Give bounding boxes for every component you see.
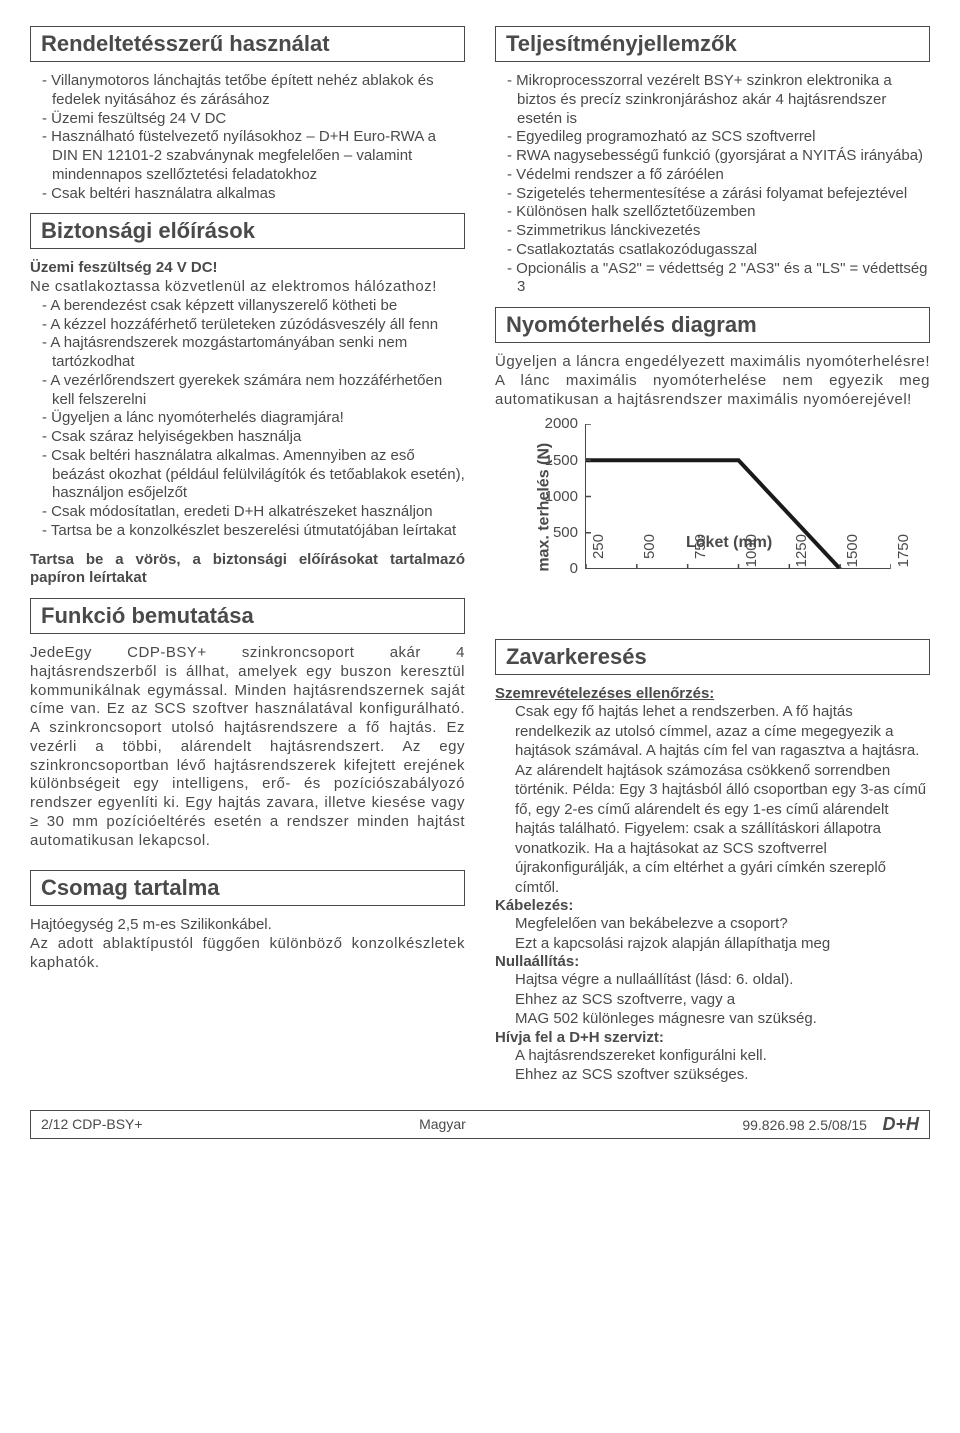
chart-xtick: 1750 — [895, 534, 912, 574]
text: Ehhez az SCS szoftverre, vagy a — [515, 991, 735, 1008]
list-item: Villanymotoros lánchajtás tetőbe épített… — [42, 72, 465, 110]
list-item: Csatlakoztatás csatlakozódugasszal — [507, 241, 930, 260]
text: A hajtásrendszereket konfigurálni kell. — [515, 1047, 767, 1064]
list-item: A kézzel hozzáférhető területeken zúzódá… — [42, 316, 465, 335]
list-item: A berendezést csak képzett villanyszerel… — [42, 297, 465, 316]
chart-ytick: 1000 — [538, 488, 578, 505]
list-item: Mikroprocesszorral vezérelt BSY+ szinkro… — [507, 72, 930, 128]
section-title-package: Csomag tartalma — [30, 870, 465, 906]
safety-tail: Tartsa be a vörös, a biztonsági előíráso… — [30, 551, 465, 589]
troubleshoot-h4: Hívja fel a D+H szervizt: — [495, 1029, 930, 1046]
list-item: Védelmi rendszer a fő záróélen — [507, 166, 930, 185]
troubleshoot-h3: Nullaállítás: — [495, 953, 930, 970]
safety-warning: Ne csatlakoztassa közvetlenül az elektro… — [30, 278, 465, 297]
performance-list: Mikroprocesszorral vezérelt BSY+ szinkro… — [495, 72, 930, 297]
list-item: Tartsa be a konzolkészlet beszerelési út… — [42, 522, 465, 541]
package-body: Hajtóegység 2,5 m-es Szilikonkábel. Az a… — [30, 916, 465, 972]
footer-center: Magyar — [419, 1116, 466, 1132]
chart-ytick: 2000 — [538, 415, 578, 432]
chart-xtick: 500 — [641, 534, 658, 574]
load-chart: max. terhelés (N) Löket (mm) 20001500100… — [510, 419, 930, 629]
text: Ezt a kapcsolási rajzok alapján állapíth… — [515, 935, 830, 952]
section-title-safety: Biztonsági előírások — [30, 213, 465, 249]
chart-xtick: 1000 — [743, 534, 760, 574]
troubleshoot-p1: Csak egy fő hajtás lehet a rendszerben. … — [495, 702, 930, 897]
usage-list: Villanymotoros lánchajtás tetőbe épített… — [30, 72, 465, 203]
right-column: Teljesítményjellemzők Mikroprocesszorral… — [495, 20, 930, 1085]
chart-ytick: 1500 — [538, 452, 578, 469]
text: Hajtsa végre a nullaállítást (lásd: 6. o… — [515, 971, 793, 988]
chart-xtick: 1500 — [844, 534, 861, 574]
footer-left: 2/12 CDP-BSY+ — [41, 1116, 143, 1132]
chart-xtick: 750 — [692, 534, 709, 574]
section-title-performance: Teljesítményjellemzők — [495, 26, 930, 62]
section-title-function: Funkció bemutatása — [30, 598, 465, 634]
list-item: Csak beltéri használatra alkalmas. Amenn… — [42, 447, 465, 503]
list-item: Csak száraz helyiségekben használja — [42, 428, 465, 447]
troubleshoot-p3: Hajtsa végre a nullaállítást (lásd: 6. o… — [495, 970, 930, 1029]
safety-voltage: Üzemi feszültség 24 V DC! — [30, 259, 218, 276]
list-item: RWA nagysebességű funkció (gyorsjárat a … — [507, 147, 930, 166]
list-item: Különösen halk szellőztetőüzemben — [507, 203, 930, 222]
safety-list: A berendezést csak képzett villanyszerel… — [30, 297, 465, 541]
section-title-usage: Rendeltetésszerű használat — [30, 26, 465, 62]
package-line1: Hajtóegység 2,5 m-es Szilikonkábel. — [30, 916, 272, 933]
list-item: Csak beltéri használatra alkalmas — [42, 185, 465, 204]
safety-lead: Üzemi feszültség 24 V DC! Ne csatlakozta… — [30, 259, 465, 297]
list-item: Üzemi feszültség 24 V DC — [42, 110, 465, 129]
chart-ytick: 500 — [538, 524, 578, 541]
page-footer: 2/12 CDP-BSY+ Magyar 99.826.98 2.5/08/15… — [30, 1110, 930, 1139]
section-title-loadchart: Nyomóterhelés diagram — [495, 307, 930, 343]
list-item: Opcionális a "AS2" = védettség 2 "AS3" é… — [507, 260, 930, 298]
chart-ytick: 0 — [538, 560, 578, 577]
chart-xtick: 1250 — [793, 534, 810, 574]
page-columns: Rendeltetésszerű használat Villanymotoro… — [30, 20, 930, 1085]
text: Megfelelően van bekábelezve a csoport? — [515, 915, 788, 932]
package-line2: Az adott ablaktípustól függően különböző… — [30, 935, 465, 973]
troubleshoot-h2: Kábelezés: — [495, 897, 930, 914]
troubleshoot-h1: Szemrevételezéses ellenőrzés: — [495, 685, 930, 702]
left-column: Rendeltetésszerű használat Villanymotoro… — [30, 20, 465, 1085]
troubleshoot-p2: Megfelelően van bekábelezve a csoport? E… — [495, 914, 930, 953]
list-item: Ügyeljen a lánc nyomóterhelés diagramjár… — [42, 409, 465, 428]
section-title-troubleshoot: Zavarkeresés — [495, 639, 930, 675]
list-item: A vezérlőrendszert gyerekek számára nem … — [42, 372, 465, 410]
list-item: Szimmetrikus lánckivezetés — [507, 222, 930, 241]
chart-xtick: 250 — [590, 534, 607, 574]
function-body: JedeEgy CDP-BSY+ szinkroncsoport akár 4 … — [30, 644, 465, 850]
text: MAG 502 különleges mágnesre van szükség. — [515, 1010, 817, 1027]
loadchart-lead: Ügyeljen a láncra engedélyezett maximáli… — [495, 353, 930, 409]
list-item: Egyedileg programozható az SCS szoftverr… — [507, 128, 930, 147]
text: Ehhez az SCS szoftver szükséges. — [515, 1066, 748, 1083]
list-item: Csak módosítatlan, eredeti D+H alkatrész… — [42, 503, 465, 522]
list-item: Szigetelés tehermentesítése a zárási fol… — [507, 185, 930, 204]
footer-right: 99.826.98 2.5/08/15 — [742, 1117, 867, 1133]
logo: D+H — [882, 1114, 919, 1134]
list-item: A hajtásrendszerek mozgástartományában s… — [42, 334, 465, 372]
list-item: Használható füstelvezető nyílásokhoz – D… — [42, 128, 465, 184]
troubleshoot-p4: A hajtásrendszereket konfigurálni kell. … — [495, 1046, 930, 1085]
